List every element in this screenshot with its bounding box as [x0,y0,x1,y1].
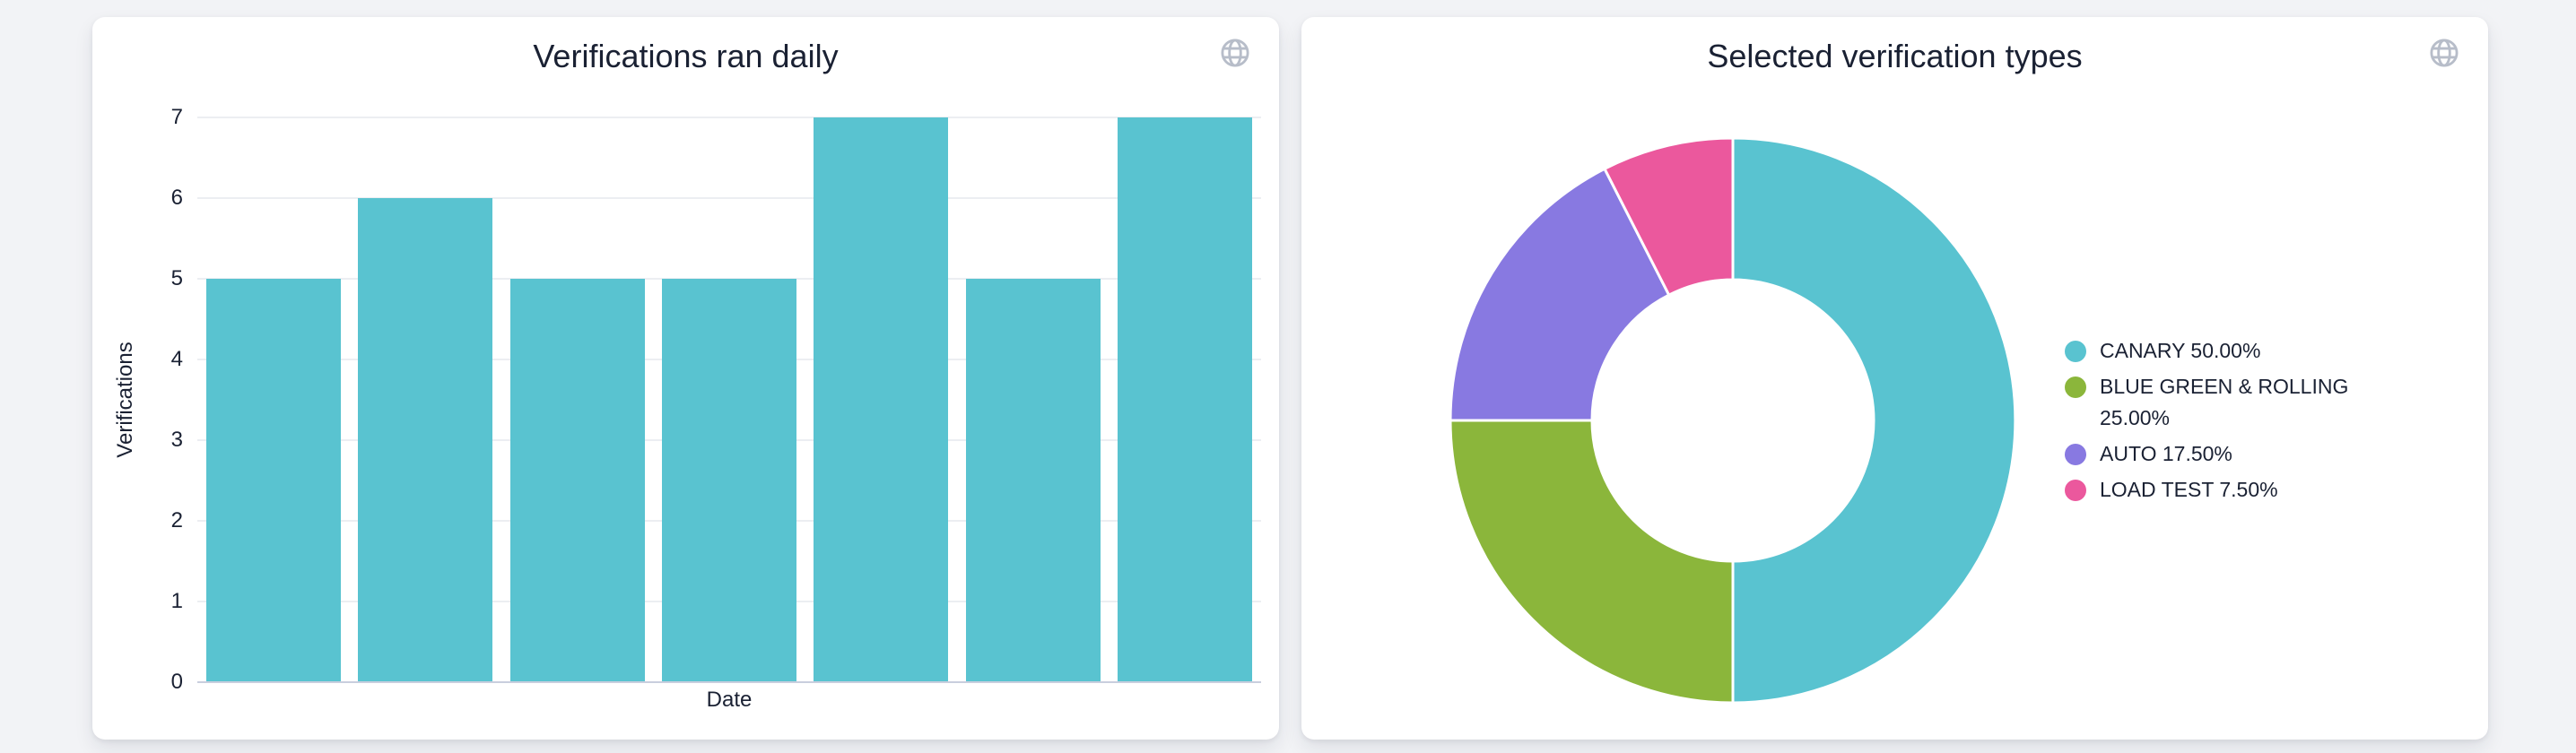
globe-icon[interactable] [2428,37,2460,69]
legend-swatch [2065,376,2086,398]
y-tick-label: 6 [170,186,183,210]
legend-label: CANARY 50.00% [2100,339,2261,362]
y-tick-label: 5 [170,266,183,290]
y-tick-label: 3 [170,428,183,452]
bar-chart-title: Verifications ran daily [533,38,839,74]
legend-item[interactable]: LOAD TEST 7.50% [2065,474,2374,506]
bar[interactable] [965,279,1101,682]
x-axis-title: Date [706,688,753,712]
legend-item[interactable]: BLUE GREEN & ROLLING 25.00% [2065,371,2374,434]
y-tick-label: 7 [170,105,183,129]
legend-label: AUTO 17.50% [2100,442,2232,465]
y-tick-label: 2 [170,508,183,533]
bar[interactable] [205,279,341,682]
bar[interactable] [509,279,645,682]
bar-series [197,117,1261,682]
donut-slice[interactable] [1603,136,1735,297]
bar[interactable] [358,198,493,682]
y-axis-ticks: 0 1 2 3 4 5 6 7 [92,105,197,694]
gridline [197,117,1261,118]
donut-chart-title: Selected verification types [1707,38,2083,74]
legend-item[interactable]: AUTO 17.50% [2065,438,2374,470]
bar-plot-area [197,117,1261,683]
legend-label: BLUE GREEN & ROLLING 25.00% [2100,375,2349,429]
gridline [197,197,1261,199]
globe-icon-svg [1221,39,1249,67]
bar[interactable] [1118,117,1253,682]
legend-swatch [2065,444,2086,465]
card-verification-types: Selected verification types CANARY 50.00… [1301,17,2488,740]
x-axis-line [197,681,1261,683]
legend-item[interactable]: CANARY 50.00% [2065,335,2374,367]
bar[interactable] [661,279,796,682]
y-tick-label: 0 [170,670,183,694]
donut-chart [1449,136,2017,705]
legend-swatch [2065,480,2086,501]
donut-slice[interactable] [1449,419,1735,705]
bar[interactable] [814,117,949,682]
y-tick-label: 4 [170,347,183,372]
legend-label: LOAD TEST 7.50% [2100,478,2278,501]
legend-swatch [2065,341,2086,362]
donut-legend: CANARY 50.00% BLUE GREEN & ROLLING 25.00%… [2065,335,2374,506]
donut-slice[interactable] [1731,136,2017,705]
donut-slice[interactable] [1449,167,1671,422]
globe-icon[interactable] [1219,37,1251,69]
globe-icon-svg [2430,39,2459,67]
y-tick-label: 1 [170,589,183,614]
